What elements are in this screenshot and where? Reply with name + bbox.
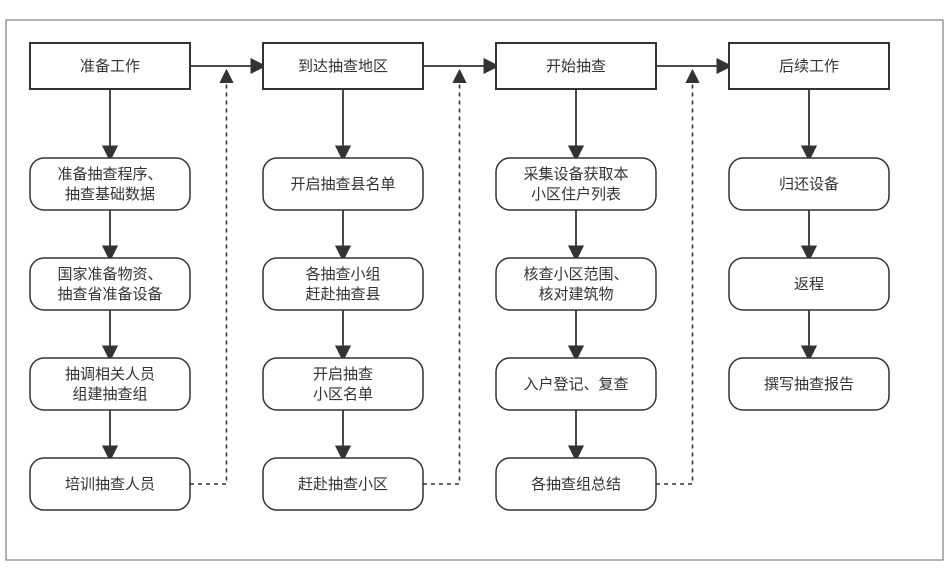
s-1-2-label-line-0: 开启抽查 [313, 366, 373, 383]
phase-start-label: 开始抽查 [546, 58, 606, 75]
flowchart-diagram: 准备工作到达抽查地区开始抽查后续工作准备抽查程序、抽查基础数据国家准备物资、抽查… [0, 0, 949, 581]
s-2-0: 采集设备获取本小区住户列表 [496, 158, 656, 210]
phase-prep: 准备工作 [30, 43, 190, 89]
s-2-1-label-line-0: 核查小区范围、 [523, 266, 628, 283]
phase-arrive-label: 到达抽查地区 [298, 58, 388, 75]
s-2-3-label-line-0: 各抽查组总结 [531, 476, 621, 493]
s-3-1: 返程 [729, 258, 889, 310]
s-2-2-label-line-0: 入户登记、复查 [523, 375, 628, 393]
feedback-arrow-from-col2 [656, 72, 693, 484]
s-2-0-label-line-0: 采集设备获取本 [523, 166, 628, 183]
s-0-3-label-line-0: 培训抽查人员 [65, 476, 155, 493]
s-3-2: 撰写抽查报告 [729, 358, 889, 410]
s-0-0-label-line-1: 抽查基础数据 [65, 186, 155, 203]
s-0-0-label-line-0: 准备抽查程序、 [57, 166, 162, 183]
s-0-2: 抽调相关人员组建抽查组 [30, 358, 190, 410]
s-0-1-label-line-1: 抽查省准备设备 [57, 286, 162, 303]
s-3-0: 归还设备 [729, 158, 889, 210]
s-1-3-label-line-0: 赶赴抽查小区 [298, 476, 388, 493]
s-1-2-label-line-1: 小区名单 [313, 386, 373, 403]
s-1-2: 开启抽查小区名单 [263, 358, 423, 410]
s-2-3: 各抽查组总结 [496, 458, 656, 510]
phase-follow-label: 后续工作 [779, 58, 839, 75]
s-0-2-label-line-0: 抽调相关人员 [65, 366, 155, 383]
s-2-1: 核查小区范围、核对建筑物 [496, 258, 656, 310]
s-0-1: 国家准备物资、抽查省准备设备 [30, 258, 190, 310]
s-1-0-label-line-0: 开启抽查县名单 [290, 176, 395, 193]
s-3-2-label-line-0: 撰写抽查报告 [764, 376, 854, 393]
phase-follow: 后续工作 [729, 43, 889, 89]
phase-arrive: 到达抽查地区 [263, 43, 423, 89]
phase-start: 开始抽查 [496, 43, 656, 89]
s-3-0-label-line-0: 归还设备 [779, 176, 839, 193]
s-1-1-label-line-0: 各抽查小组 [305, 266, 380, 283]
s-3-1-label-line-0: 返程 [794, 276, 824, 293]
s-0-2-label-line-1: 组建抽查组 [72, 386, 147, 403]
s-0-3: 培训抽查人员 [30, 458, 190, 510]
phase-prep-label: 准备工作 [80, 58, 140, 75]
s-1-3: 赶赴抽查小区 [263, 458, 423, 510]
s-2-2: 入户登记、复查 [496, 358, 656, 410]
s-0-1-label-line-0: 国家准备物资、 [57, 266, 162, 283]
s-0-0: 准备抽查程序、抽查基础数据 [30, 158, 190, 210]
s-1-0: 开启抽查县名单 [263, 158, 423, 210]
s-2-0-label-line-1: 小区住户列表 [531, 186, 621, 203]
feedback-arrow-from-col1 [423, 72, 460, 484]
s-2-1-label-line-1: 核对建筑物 [538, 286, 613, 303]
s-1-1-label-line-1: 赶赴抽查县 [305, 286, 380, 303]
feedback-arrow-from-col0 [190, 72, 227, 484]
s-1-1: 各抽查小组赶赴抽查县 [263, 258, 423, 310]
